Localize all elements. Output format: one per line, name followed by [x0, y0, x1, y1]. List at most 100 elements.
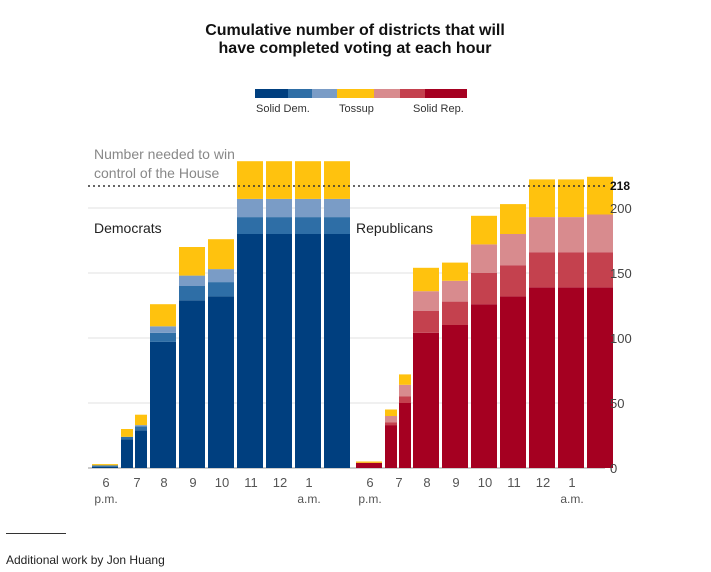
- bar-rep-3-3: [413, 267, 439, 292]
- bar-rep-3-0: [413, 332, 439, 468]
- threshold-value: 218: [610, 179, 630, 193]
- bar-rep-0-3: [356, 461, 382, 463]
- bar-dem-2-2: [135, 425, 147, 427]
- x-tick-label-rep-3: 9: [452, 475, 459, 490]
- bar-dem-5-2: [208, 269, 234, 283]
- x-tick-sublabel-dem-7: a.m.: [297, 492, 320, 506]
- y-tick-label-150: 150: [610, 266, 632, 281]
- legend-label-solid-dem: Solid Dem.: [256, 103, 310, 115]
- bar-dem-0-3: [92, 464, 118, 466]
- legend-swatch-lean-dem: [312, 89, 337, 98]
- bar-dem-3-3: [150, 304, 176, 327]
- y-tick-label-100: 100: [610, 331, 632, 346]
- bar-rep-4-0: [442, 325, 468, 468]
- bar-rep-4-3: [442, 262, 468, 281]
- x-tick-sublabel-rep-7: a.m.: [560, 492, 583, 506]
- bar-dem-3-1: [150, 332, 176, 342]
- bar-rep-7-1: [529, 252, 555, 288]
- bar-rep-1-3: [385, 409, 397, 416]
- bars: [92, 161, 613, 468]
- x-tick-label-dem-0: 6: [102, 475, 109, 490]
- bar-rep-1-2: [385, 416, 397, 423]
- bar-rep-9-1: [587, 252, 613, 288]
- credit-line: Additional work by Jon Huang: [6, 553, 165, 567]
- bar-rep-2-2: [399, 384, 411, 397]
- bar-dem-2-3: [135, 414, 147, 426]
- bar-rep-8-2: [558, 217, 584, 253]
- bar-rep-5-2: [471, 244, 497, 273]
- bar-dem-1-3: [121, 429, 133, 437]
- bar-rep-2-1: [399, 396, 411, 403]
- bar-dem-8-1: [295, 217, 321, 234]
- x-tick-label-dem-7: 1: [305, 475, 312, 490]
- legend-swatch-tossup: [337, 89, 374, 98]
- bar-dem-9-3: [324, 161, 350, 199]
- threshold-label-line-2: control of the House: [94, 165, 220, 181]
- x-tick-label-dem-4: 10: [215, 475, 229, 490]
- legend-swatch-likely-rep: [400, 89, 425, 98]
- x-tick-label-rep-5: 11: [507, 475, 521, 490]
- legend-swatch-likely-dem: [288, 89, 312, 98]
- x-tick-label-rep-2: 8: [423, 475, 430, 490]
- bar-rep-6-1: [500, 265, 526, 297]
- panel-title-democrats: Democrats: [94, 220, 162, 236]
- bar-rep-6-3: [500, 204, 526, 234]
- legend-label-tossup: Tossup: [339, 103, 374, 115]
- bar-dem-8-2: [295, 198, 321, 218]
- bar-dem-9-0: [324, 234, 350, 468]
- footer-rule: [6, 533, 66, 534]
- bar-rep-0-0: [356, 462, 382, 468]
- bar-dem-5-1: [208, 282, 234, 297]
- bar-dem-2-1: [135, 426, 147, 431]
- panel-title-republicans: Republicans: [356, 220, 433, 236]
- bar-rep-7-2: [529, 217, 555, 253]
- bar-dem-7-3: [266, 161, 292, 199]
- x-tick-label-dem-3: 9: [189, 475, 196, 490]
- bar-dem-6-1: [237, 217, 263, 234]
- bar-rep-1-0: [385, 425, 397, 468]
- bar-rep-3-1: [413, 310, 439, 333]
- bar-dem-7-1: [266, 217, 292, 234]
- chart-title: Cumulative number of districts that will…: [205, 22, 505, 57]
- x-tick-label-rep-1: 7: [395, 475, 402, 490]
- bar-dem-6-2: [237, 198, 263, 218]
- x-tick-label-rep-7: 1: [568, 475, 575, 490]
- threshold-label-line-1: Number needed to win: [94, 146, 235, 162]
- bar-dem-0-1: [92, 465, 118, 467]
- x-tick-sublabel-rep-0: p.m.: [358, 492, 381, 506]
- bar-rep-6-0: [500, 296, 526, 468]
- legend: Solid Dem. Tossup Solid Rep.: [255, 89, 467, 119]
- bar-dem-1-1: [121, 436, 133, 440]
- x-tick-label-dem-1: 7: [133, 475, 140, 490]
- bar-rep-4-1: [442, 301, 468, 325]
- legend-swatch-solid-dem: [255, 89, 288, 98]
- x-tick-label-rep-6: 12: [536, 475, 550, 490]
- bar-rep-4-2: [442, 280, 468, 302]
- bar-rep-6-2: [500, 234, 526, 266]
- bar-rep-8-1: [558, 252, 584, 288]
- bar-dem-4-0: [179, 300, 205, 468]
- bar-rep-8-0: [558, 287, 584, 468]
- bar-rep-5-3: [471, 215, 497, 245]
- x-tick-label-rep-4: 10: [478, 475, 492, 490]
- y-tick-label-0: 0: [610, 461, 617, 476]
- bar-dem-9-2: [324, 198, 350, 218]
- bar-dem-4-2: [179, 275, 205, 286]
- bar-dem-4-3: [179, 247, 205, 276]
- bar-dem-7-0: [266, 234, 292, 468]
- x-tick-label-dem-2: 8: [160, 475, 167, 490]
- bar-rep-7-0: [529, 287, 555, 468]
- bar-dem-4-1: [179, 286, 205, 301]
- bar-dem-2-0: [135, 430, 147, 468]
- bar-dem-5-3: [208, 239, 234, 270]
- bar-rep-3-2: [413, 291, 439, 311]
- bar-dem-8-3: [295, 161, 321, 199]
- legend-swatch-solid-rep: [425, 89, 467, 98]
- bar-rep-9-2: [587, 214, 613, 253]
- x-axis: 6 p.m. 7 8 9 10 11 12 1 a.m. 6 p.m. 7 8 9 10 11 12 1 a.m.: [94, 475, 583, 506]
- x-tick-sublabel-dem-0: p.m.: [94, 492, 117, 506]
- x-tick-label-rep-0: 6: [366, 475, 373, 490]
- legend-swatch-lean-rep: [374, 89, 400, 98]
- bar-dem-0-0: [92, 466, 118, 468]
